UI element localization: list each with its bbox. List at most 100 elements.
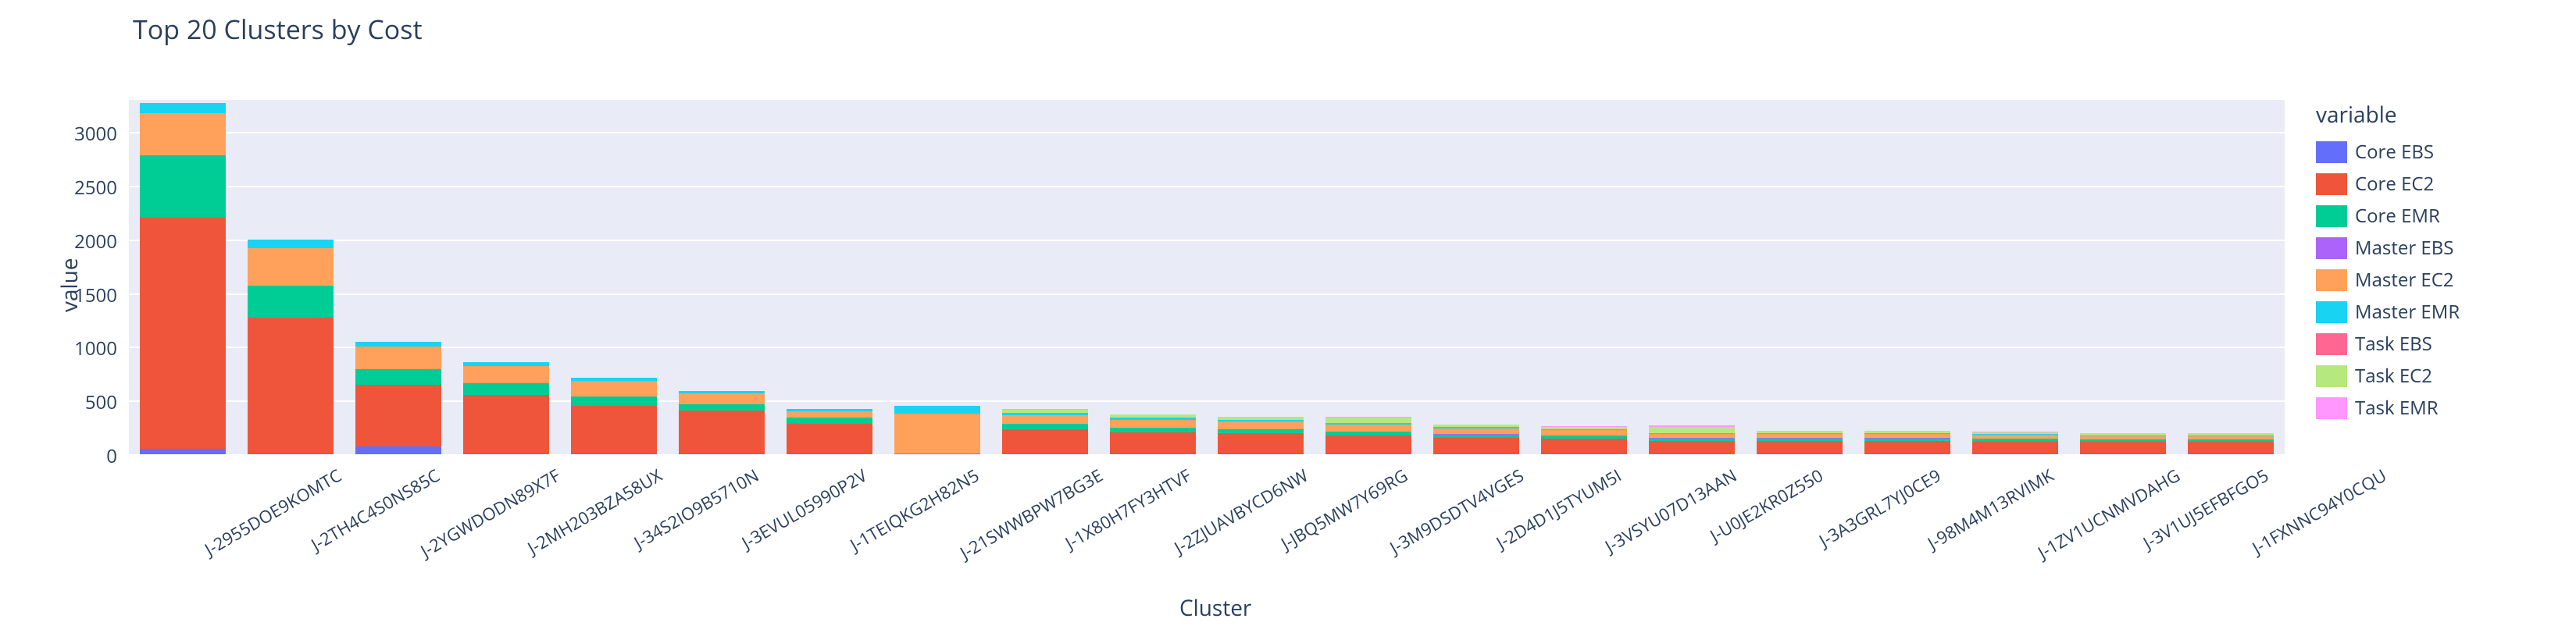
bar [571, 100, 657, 454]
legend-item[interactable]: Core EC2 [2316, 171, 2460, 197]
bar [1110, 100, 1196, 454]
y-tick-label: 1000 [0, 336, 117, 361]
legend-swatch [2316, 365, 2347, 387]
bar-segment [1218, 453, 1304, 454]
legend-item[interactable]: Master EMR [2316, 299, 2460, 325]
bar-segment [571, 396, 657, 406]
bar-segment [248, 286, 334, 318]
bar-segment [355, 347, 441, 369]
chart-title: Top 20 Clusters by Cost [133, 11, 423, 47]
gridline [129, 400, 2285, 402]
legend-items: Core EBS Core EC2 Core EMR Master EBS Master… [2316, 139, 2460, 421]
legend-label: Core EBS [2355, 139, 2434, 165]
bar-segment [1972, 442, 2058, 454]
legend-swatch [2316, 237, 2347, 259]
legend-item[interactable]: Master EBS [2316, 235, 2460, 261]
bar-segment [463, 453, 549, 454]
bar-segment [140, 218, 226, 449]
bar-segment [463, 366, 549, 383]
bar-segment [1433, 453, 1519, 454]
legend-item[interactable]: Master EC2 [2316, 267, 2460, 293]
bar-segment [679, 393, 765, 404]
bar-segment [1110, 432, 1196, 454]
legend-label: Task EBS [2355, 331, 2432, 357]
bar-segment [1972, 453, 2058, 454]
bar [1757, 100, 1843, 454]
bar-segment [787, 418, 872, 424]
bar-segment [355, 385, 441, 447]
bar-segment [1325, 418, 1411, 423]
bar-segment [463, 383, 549, 395]
y-tick-label: 2500 [0, 175, 117, 201]
y-tick-label: 500 [0, 389, 117, 415]
bar-segment [1002, 415, 1088, 425]
legend-swatch [2316, 269, 2347, 291]
bar-segment [248, 453, 334, 454]
bar-segment [787, 453, 872, 454]
y-axis-title: value [55, 258, 84, 312]
bar-segment [1864, 441, 1950, 454]
x-tick-label: J-1ZV1UCNMVDAHG [2034, 464, 2185, 564]
bar [248, 100, 334, 454]
bar [1433, 100, 1519, 454]
bar-segment [1433, 438, 1519, 454]
legend-item[interactable]: Core EBS [2316, 139, 2460, 165]
legend-item[interactable]: Task EMR [2316, 395, 2460, 421]
bar-segment [2080, 453, 2166, 454]
legend-label: Core EC2 [2355, 171, 2434, 197]
bar-segment [140, 156, 226, 219]
bar-segment [2188, 453, 2274, 454]
gridline [129, 454, 2285, 456]
bar-segment [355, 446, 441, 454]
bar-segment [1649, 453, 1735, 454]
bar-segment [894, 453, 980, 454]
legend-label: Master EBS [2355, 235, 2453, 261]
x-axis-title: Cluster [1179, 593, 1251, 623]
legend-swatch [2316, 205, 2347, 227]
bar-segment [1218, 433, 1304, 453]
bar [1649, 100, 1735, 454]
bar [1541, 100, 1627, 454]
bar-segment [679, 411, 765, 453]
bar [1972, 100, 2058, 454]
chart-container: Top 20 Clusters by Cost 0500100015002000… [0, 0, 2576, 640]
legend-label: Task EC2 [2355, 363, 2432, 389]
bar-segment [571, 406, 657, 453]
bar [463, 100, 549, 454]
bar-segment [248, 240, 334, 248]
gridline [129, 293, 2285, 295]
y-tick-label: 3000 [0, 121, 117, 147]
bar-segment [140, 449, 226, 454]
bar-segment [140, 103, 226, 113]
bar-segment [1110, 420, 1196, 428]
bar [2188, 100, 2274, 454]
bar-segment [1218, 421, 1304, 429]
bar-segment [1110, 453, 1196, 454]
bar-segment [1864, 453, 1950, 454]
legend-swatch [2316, 173, 2347, 195]
legend-item[interactable]: Task EC2 [2316, 363, 2460, 389]
legend-swatch [2316, 333, 2347, 355]
bar [355, 100, 441, 454]
legend-item[interactable]: Core EMR [2316, 203, 2460, 229]
gridline [129, 132, 2285, 133]
bar-segment [787, 411, 872, 418]
legend-label: Master EC2 [2355, 267, 2454, 293]
legend-label: Task EMR [2355, 395, 2439, 421]
bar-segment [1649, 427, 1735, 433]
bar-segment [894, 414, 980, 453]
bar [1864, 100, 1950, 454]
bar [894, 100, 980, 454]
legend-title: variable [2316, 100, 2460, 130]
bar-segment [1433, 428, 1519, 435]
legend-swatch [2316, 301, 2347, 323]
bar-segment [787, 424, 872, 454]
legend-item[interactable]: Task EBS [2316, 331, 2460, 357]
bar-segment [1757, 453, 1843, 454]
bar-segment [571, 453, 657, 454]
bar [2080, 100, 2166, 454]
gridline [129, 347, 2285, 348]
bar [787, 100, 872, 454]
bar [1002, 100, 1088, 454]
legend-label: Core EMR [2355, 203, 2440, 229]
